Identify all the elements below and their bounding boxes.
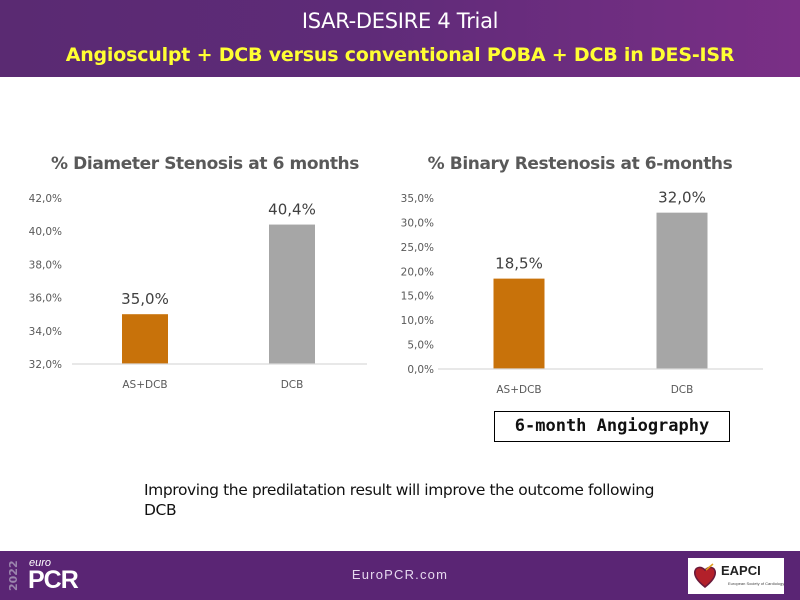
angiography-label-box: 6-month Angiography <box>494 411 730 442</box>
bar-as-dcb <box>122 314 168 364</box>
chart-2-title: % Binary Restenosis at 6-months <box>427 154 733 174</box>
x-category-label: AS+DCB <box>122 379 167 391</box>
eapci-logo: EAPCI European Society of Cardiology <box>688 558 784 594</box>
bar-as-dcb <box>493 278 545 369</box>
y-tick-label: 42,0% <box>29 193 62 205</box>
conclusion-text: Improving the predilatation result will … <box>144 481 655 519</box>
svg-text:2022: 2022 <box>7 560 20 591</box>
y-tick-label: 20,0% <box>401 266 434 278</box>
y-tick-label: 32,0% <box>29 359 62 371</box>
y-tick-label: 40,0% <box>29 226 62 238</box>
chart-1-title: % Diameter Stenosis at 6 months <box>51 154 359 174</box>
slide-title: ISAR-DESIRE 4 Trial <box>301 9 499 33</box>
europcr-logo-euro: euro <box>29 557 52 569</box>
footer-url[interactable]: EuroPCR.com <box>351 567 449 582</box>
x-category-label: AS+DCB <box>496 384 541 396</box>
data-label: 18,5% <box>495 255 543 273</box>
y-tick-label: 35,0% <box>401 193 434 205</box>
x-category-label: DCB <box>281 379 304 391</box>
bar-dcb <box>656 212 708 369</box>
europcr-year-logo: 2022 <box>7 560 20 591</box>
y-tick-label: 5,0% <box>407 340 434 352</box>
bar-dcb <box>269 224 315 364</box>
slide-header: ISAR-DESIRE 4 Trial Angiosculpt + DCB ve… <box>0 0 800 77</box>
y-tick-label: 15,0% <box>401 291 434 303</box>
y-tick-label: 36,0% <box>29 293 62 305</box>
chart-diameter-stenosis: 32,0% 34,0% 36,0% 38,0% 40,0% 42,0% 35,0% AS+DC… <box>29 193 367 391</box>
y-tick-label: 25,0% <box>401 242 434 254</box>
chart-binary-restenosis: 0,0% 5,0% 10,0% 15,0% 20,0% 25,0% 30,0% 35,0% 18… <box>401 189 763 396</box>
x-category-label: DCB <box>671 384 694 396</box>
y-tick-label: 38,0% <box>29 259 62 271</box>
y-tick-label: 30,0% <box>401 217 434 229</box>
y-tick-label: 34,0% <box>29 326 62 338</box>
europcr-logo-pcr: PCR <box>28 566 79 594</box>
y-tick-label: 0,0% <box>407 364 434 376</box>
heart-icon <box>693 563 717 589</box>
data-label: 35,0% <box>121 290 169 308</box>
eapci-name: EAPCI <box>721 563 761 578</box>
data-label: 32,0% <box>658 189 706 207</box>
y-tick-label: 10,0% <box>401 315 434 327</box>
footer-bar: 2022 euro PCR EuroPCR.com EAPCI European… <box>0 551 800 600</box>
eapci-subtitle: European Society of Cardiology <box>728 581 785 586</box>
slide-subtitle: Angiosculpt + DCB versus conventional PO… <box>65 44 735 66</box>
data-label: 40,4% <box>268 201 316 219</box>
